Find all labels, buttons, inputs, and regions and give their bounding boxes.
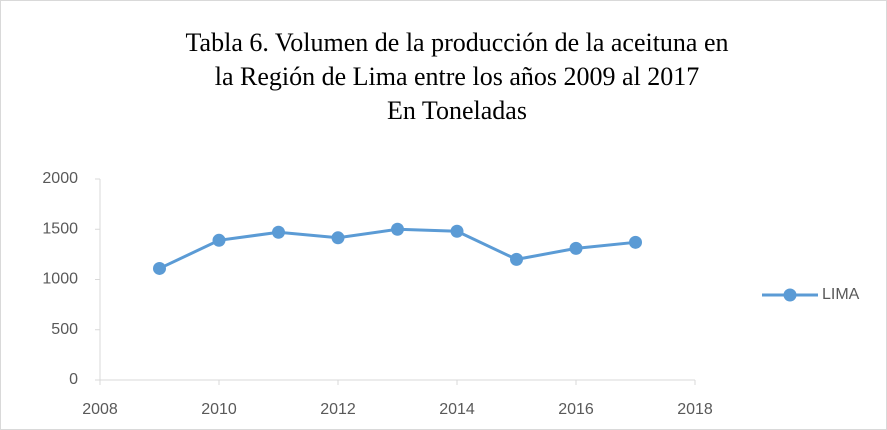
x-tick-label: 2012 bbox=[320, 401, 356, 418]
x-tick-label: 2016 bbox=[558, 401, 594, 418]
x-tick-label: 2014 bbox=[439, 401, 475, 418]
data-point bbox=[391, 222, 404, 236]
chart-title: la Región de Lima entre los años 2009 al… bbox=[215, 62, 700, 91]
data-point bbox=[510, 252, 523, 266]
data-point bbox=[331, 231, 345, 245]
y-tick-label: 1000 bbox=[42, 271, 78, 288]
legend-marker bbox=[783, 288, 797, 302]
data-point bbox=[629, 235, 642, 249]
data-point bbox=[153, 261, 166, 275]
data-point bbox=[212, 233, 226, 247]
data-point bbox=[569, 241, 583, 255]
x-tick-label: 2018 bbox=[677, 401, 713, 418]
data-point bbox=[272, 225, 285, 239]
chart-title: Tabla 6. Volumen de la producción de la … bbox=[185, 28, 728, 57]
legend-label: LIMA bbox=[822, 286, 860, 303]
data-point bbox=[450, 224, 464, 238]
y-tick-label: 1500 bbox=[42, 220, 78, 237]
y-tick-label: 0 bbox=[69, 371, 78, 388]
chart-title: En Toneladas bbox=[387, 96, 527, 125]
y-tick-label: 2000 bbox=[42, 170, 78, 187]
x-tick-label: 2010 bbox=[201, 401, 237, 418]
y-tick-label: 500 bbox=[51, 321, 78, 338]
x-tick-label: 2008 bbox=[82, 401, 118, 418]
